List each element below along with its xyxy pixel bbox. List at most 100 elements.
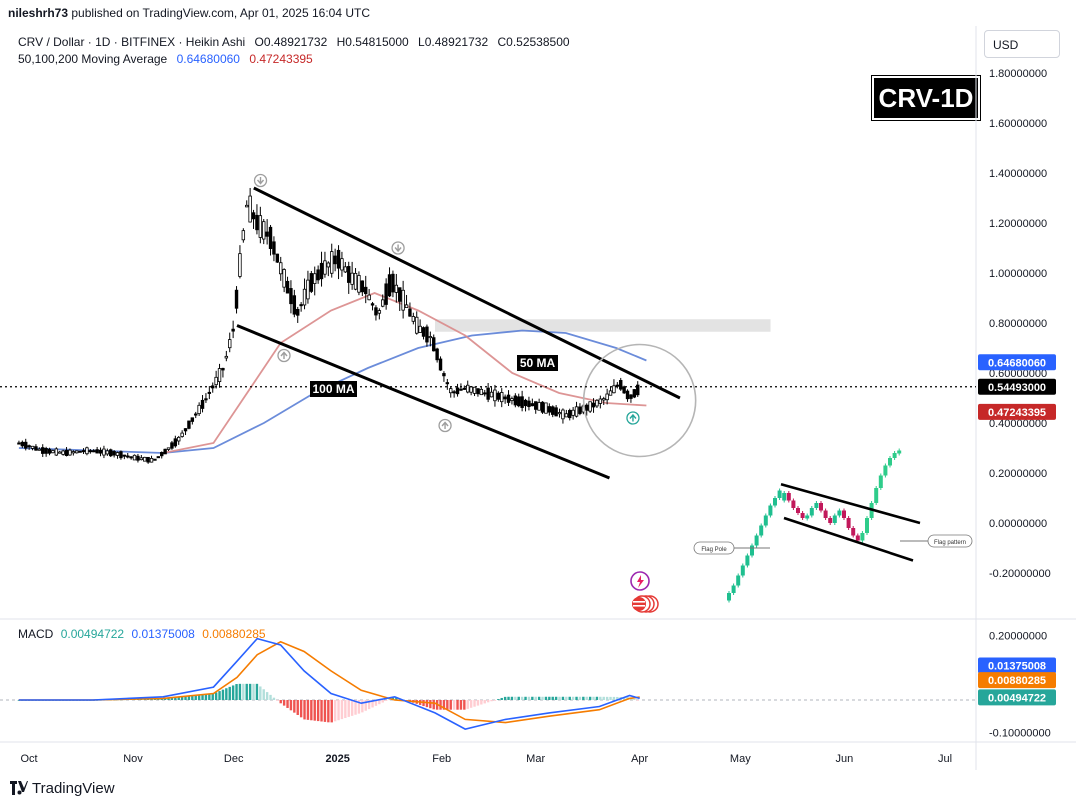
flag-pole-candle: [773, 498, 777, 506]
candle-body: [568, 410, 572, 419]
macd-label-signal-box: [978, 672, 1056, 689]
macd-label-signal: 0.00880285: [978, 672, 1056, 689]
time-tick-label: Jul: [938, 753, 952, 765]
macd-histogram-bar: [503, 696, 507, 700]
macd-histogram-bar: [357, 700, 361, 714]
macd-histogram-bar: [180, 696, 184, 700]
channel-trendline-upper[interactable]: [253, 186, 681, 400]
macd-histogram-bar: [537, 696, 541, 700]
candle-body: [180, 432, 184, 437]
ma50-annotation-text: 50 MA: [520, 356, 556, 370]
flag-breakout-candle: [897, 450, 902, 454]
lightning-icon[interactable]: [630, 571, 650, 591]
candle-body: [200, 399, 205, 409]
candle-body: [496, 392, 501, 400]
candle-body: [408, 308, 412, 317]
flag-body-candle: [800, 513, 805, 518]
macd-histogram-bar: [313, 700, 316, 721]
candle-body: [578, 406, 582, 414]
candle-body: [523, 399, 528, 407]
candle-body: [306, 279, 310, 300]
macd-histogram-bar: [218, 691, 221, 700]
macd-histogram-bar: [208, 693, 211, 700]
symbol-badge: CRV-1D: [871, 75, 981, 121]
macd-label-hist-text: 0.00494722: [988, 692, 1046, 704]
candle-body: [394, 284, 399, 293]
flag-body-candle: [796, 508, 800, 513]
economic-events-icon[interactable]: [632, 595, 659, 613]
macd-histogram-bar: [486, 700, 490, 703]
author-name[interactable]: nileshrh73: [8, 6, 69, 20]
macd-histogram-bar: [384, 700, 388, 701]
flag-pole-candle: [731, 585, 736, 593]
candle-body: [170, 442, 174, 449]
price-tick-label: 1.60000000: [989, 118, 1047, 130]
arrow-up-icon: [441, 421, 449, 429]
macd-histogram-bar: [367, 700, 371, 710]
candle-body: [214, 376, 218, 386]
price-label-ma-red-box: [978, 403, 1056, 420]
flag-body-candle: [823, 510, 828, 518]
candle-body: [370, 303, 375, 306]
candle-body: [122, 454, 127, 457]
candle-body: [204, 398, 208, 401]
us-flag-icon: [632, 597, 646, 611]
price-tick-label: -0.20000000: [989, 568, 1051, 580]
candle-body: [234, 289, 239, 309]
candle-body: [78, 450, 82, 453]
candle-body: [404, 304, 409, 309]
candle-body: [574, 406, 579, 417]
macd-histogram-bar: [456, 700, 459, 710]
currency-button[interactable]: USD: [984, 30, 1060, 58]
macd-histogram-bar: [286, 700, 289, 708]
macd-histogram-bar: [514, 696, 517, 700]
macd-histogram-bar: [480, 700, 483, 705]
candle-body: [81, 450, 86, 453]
macd-histogram-bar: [231, 685, 235, 700]
macd-histogram-bar: [524, 696, 527, 700]
macd-histogram-bar: [330, 700, 333, 723]
candle-body: [598, 398, 603, 404]
candle-body: [428, 336, 433, 339]
signal-marker-up[interactable]: [626, 411, 640, 425]
time-tick-label: Jun: [835, 753, 853, 765]
macd-histogram-bar: [225, 688, 228, 700]
candle-body: [438, 358, 443, 371]
flag-body-candle: [846, 518, 851, 528]
signal-marker-down[interactable]: [253, 173, 268, 188]
signal-marker-up[interactable]: [277, 348, 291, 363]
candle-body: [98, 449, 103, 454]
ma100-annotation-text: 100 MA: [312, 382, 354, 396]
ma-indicator-label[interactable]: 50,100,200 Moving Average: [18, 52, 168, 66]
signal-marker-down[interactable]: [391, 241, 405, 255]
macd-histogram-bar: [554, 696, 558, 700]
candle-body: [309, 273, 314, 292]
candle-body: [588, 401, 592, 412]
candle-body: [88, 450, 93, 453]
tradingview-logo[interactable]: TradingView: [10, 780, 115, 797]
macd-histogram-bar: [612, 696, 616, 700]
flag-pole-candle: [736, 575, 741, 586]
ma-value-1: 0.64680060: [176, 52, 240, 66]
macd-label[interactable]: MACD: [18, 627, 54, 641]
candle-body: [143, 456, 147, 462]
macd-histogram-bar: [476, 700, 480, 706]
macd-histogram-bar: [466, 700, 469, 709]
candle-body: [483, 392, 487, 395]
flag-pole-candle: [754, 535, 759, 546]
signal-marker-up[interactable]: [438, 418, 452, 433]
flag-breakout-candle: [860, 533, 865, 541]
ma100-annotation[interactable]: 100 MA: [310, 381, 357, 397]
ma50-annotation[interactable]: 50 MA: [517, 355, 558, 371]
flag-pole-label: Flag Pole: [693, 541, 735, 555]
channel-trendline-lower[interactable]: [236, 324, 611, 480]
arrow-up-icon: [280, 351, 288, 359]
macd-histogram-bar: [184, 696, 187, 700]
macd-histogram-bar: [531, 696, 534, 700]
candle-body: [374, 307, 378, 316]
symbol-description[interactable]: CRV / Dollar · 1D · BITFINEX · Heikin As…: [18, 35, 246, 49]
candle-body: [462, 387, 467, 390]
candle-body: [445, 382, 450, 385]
macd-tick-label: -0.10000000: [989, 727, 1051, 739]
